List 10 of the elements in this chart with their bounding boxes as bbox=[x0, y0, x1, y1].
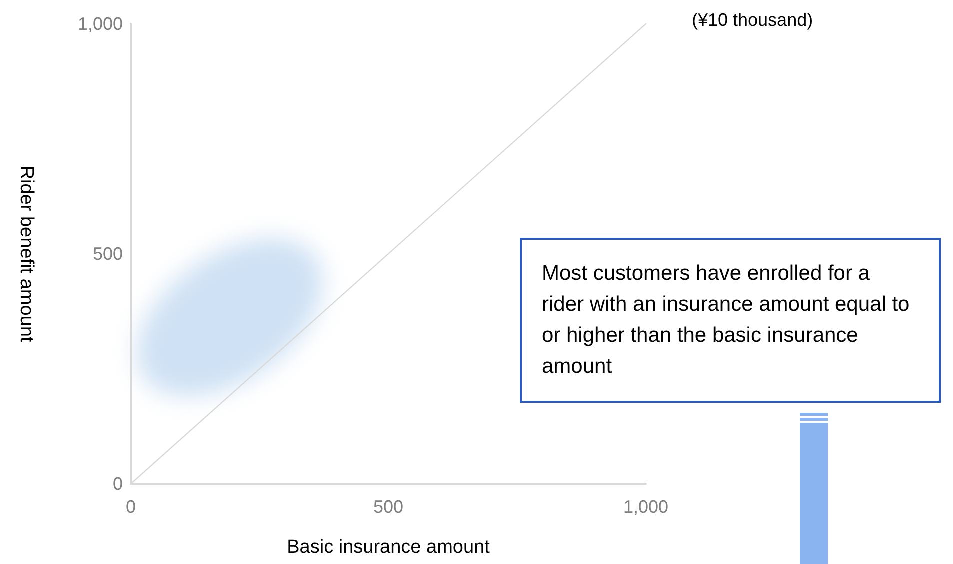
y-tick-label: 500 bbox=[92, 244, 123, 264]
x-tick-label: 500 bbox=[373, 497, 404, 517]
x-axis-title: Basic insurance amount bbox=[287, 537, 491, 558]
y-axis-title: Rider benefit amount bbox=[16, 166, 37, 343]
annotation: Most customers have enrolled for a rider with an insurance amount equal to or higher than the basic insurance amount bbox=[542, 261, 911, 380]
text: (¥10 thousand) bbox=[692, 10, 814, 31]
x-tick-label: 1,000 bbox=[623, 497, 669, 517]
y-tick-label: 0 bbox=[112, 474, 123, 494]
x-tick-label: 0 bbox=[126, 497, 136, 517]
y-tick-label: 1,000 bbox=[78, 14, 123, 34]
